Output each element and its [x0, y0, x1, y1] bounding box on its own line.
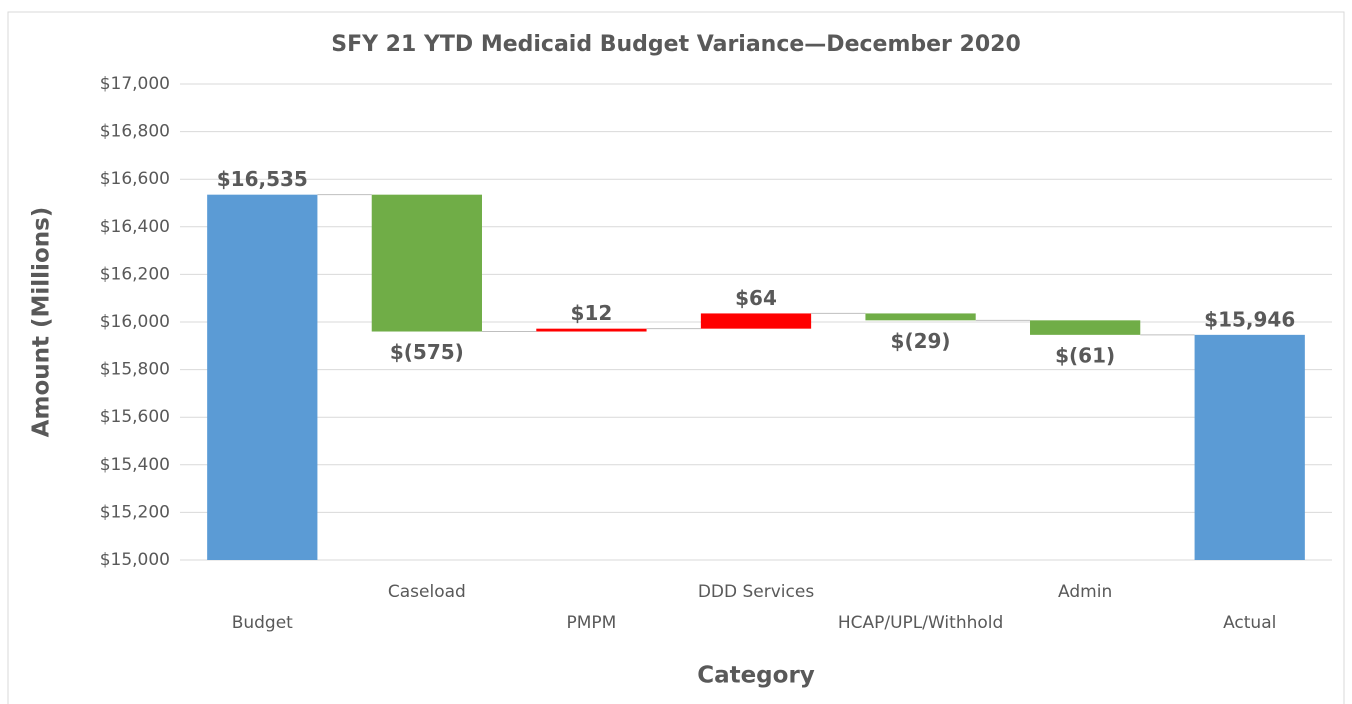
bar [1030, 320, 1141, 335]
y-tick-label: $15,200 [100, 502, 170, 522]
y-tick-label: $16,400 [100, 217, 170, 237]
value-label: $(575) [390, 340, 464, 364]
y-tick-label: $17,000 [100, 74, 170, 94]
value-label: $(29) [891, 329, 951, 353]
value-label: $15,946 [1204, 307, 1295, 331]
y-tick-label: $16,600 [100, 169, 170, 189]
bar [865, 313, 976, 321]
y-tick-label: $15,000 [100, 550, 170, 570]
y-tick-label: $15,800 [100, 360, 170, 380]
x-axis-label: Category [697, 663, 815, 689]
y-tick-label: $16,200 [100, 264, 170, 284]
y-tick-label: $16,800 [100, 122, 170, 142]
bar [1194, 334, 1305, 560]
value-label: $64 [735, 286, 777, 310]
y-tick-label: $16,000 [100, 312, 170, 332]
bar [700, 313, 812, 329]
y-tick-label: $15,600 [100, 407, 170, 427]
value-label: $12 [571, 301, 613, 325]
bar [536, 328, 647, 332]
x-tick-label: DDD Services [698, 582, 815, 602]
y-tick-label: $15,400 [100, 455, 170, 475]
value-label: $(61) [1055, 343, 1115, 367]
x-tick-label: HCAP/UPL/Withhold [838, 613, 1003, 633]
x-tick-label: Caseload [388, 582, 466, 602]
value-label: $16,535 [217, 167, 308, 191]
bar [207, 194, 318, 561]
x-tick-label: Budget [232, 613, 293, 633]
x-tick-label: PMPM [567, 613, 617, 633]
x-tick-label: Admin [1058, 582, 1112, 602]
x-tick-label: Actual [1223, 613, 1276, 633]
chart-title: SFY 21 YTD Medicaid Budget Variance—Dece… [331, 32, 1021, 57]
bar [371, 194, 482, 332]
y-axis-label: Amount (Millions) [29, 207, 55, 438]
